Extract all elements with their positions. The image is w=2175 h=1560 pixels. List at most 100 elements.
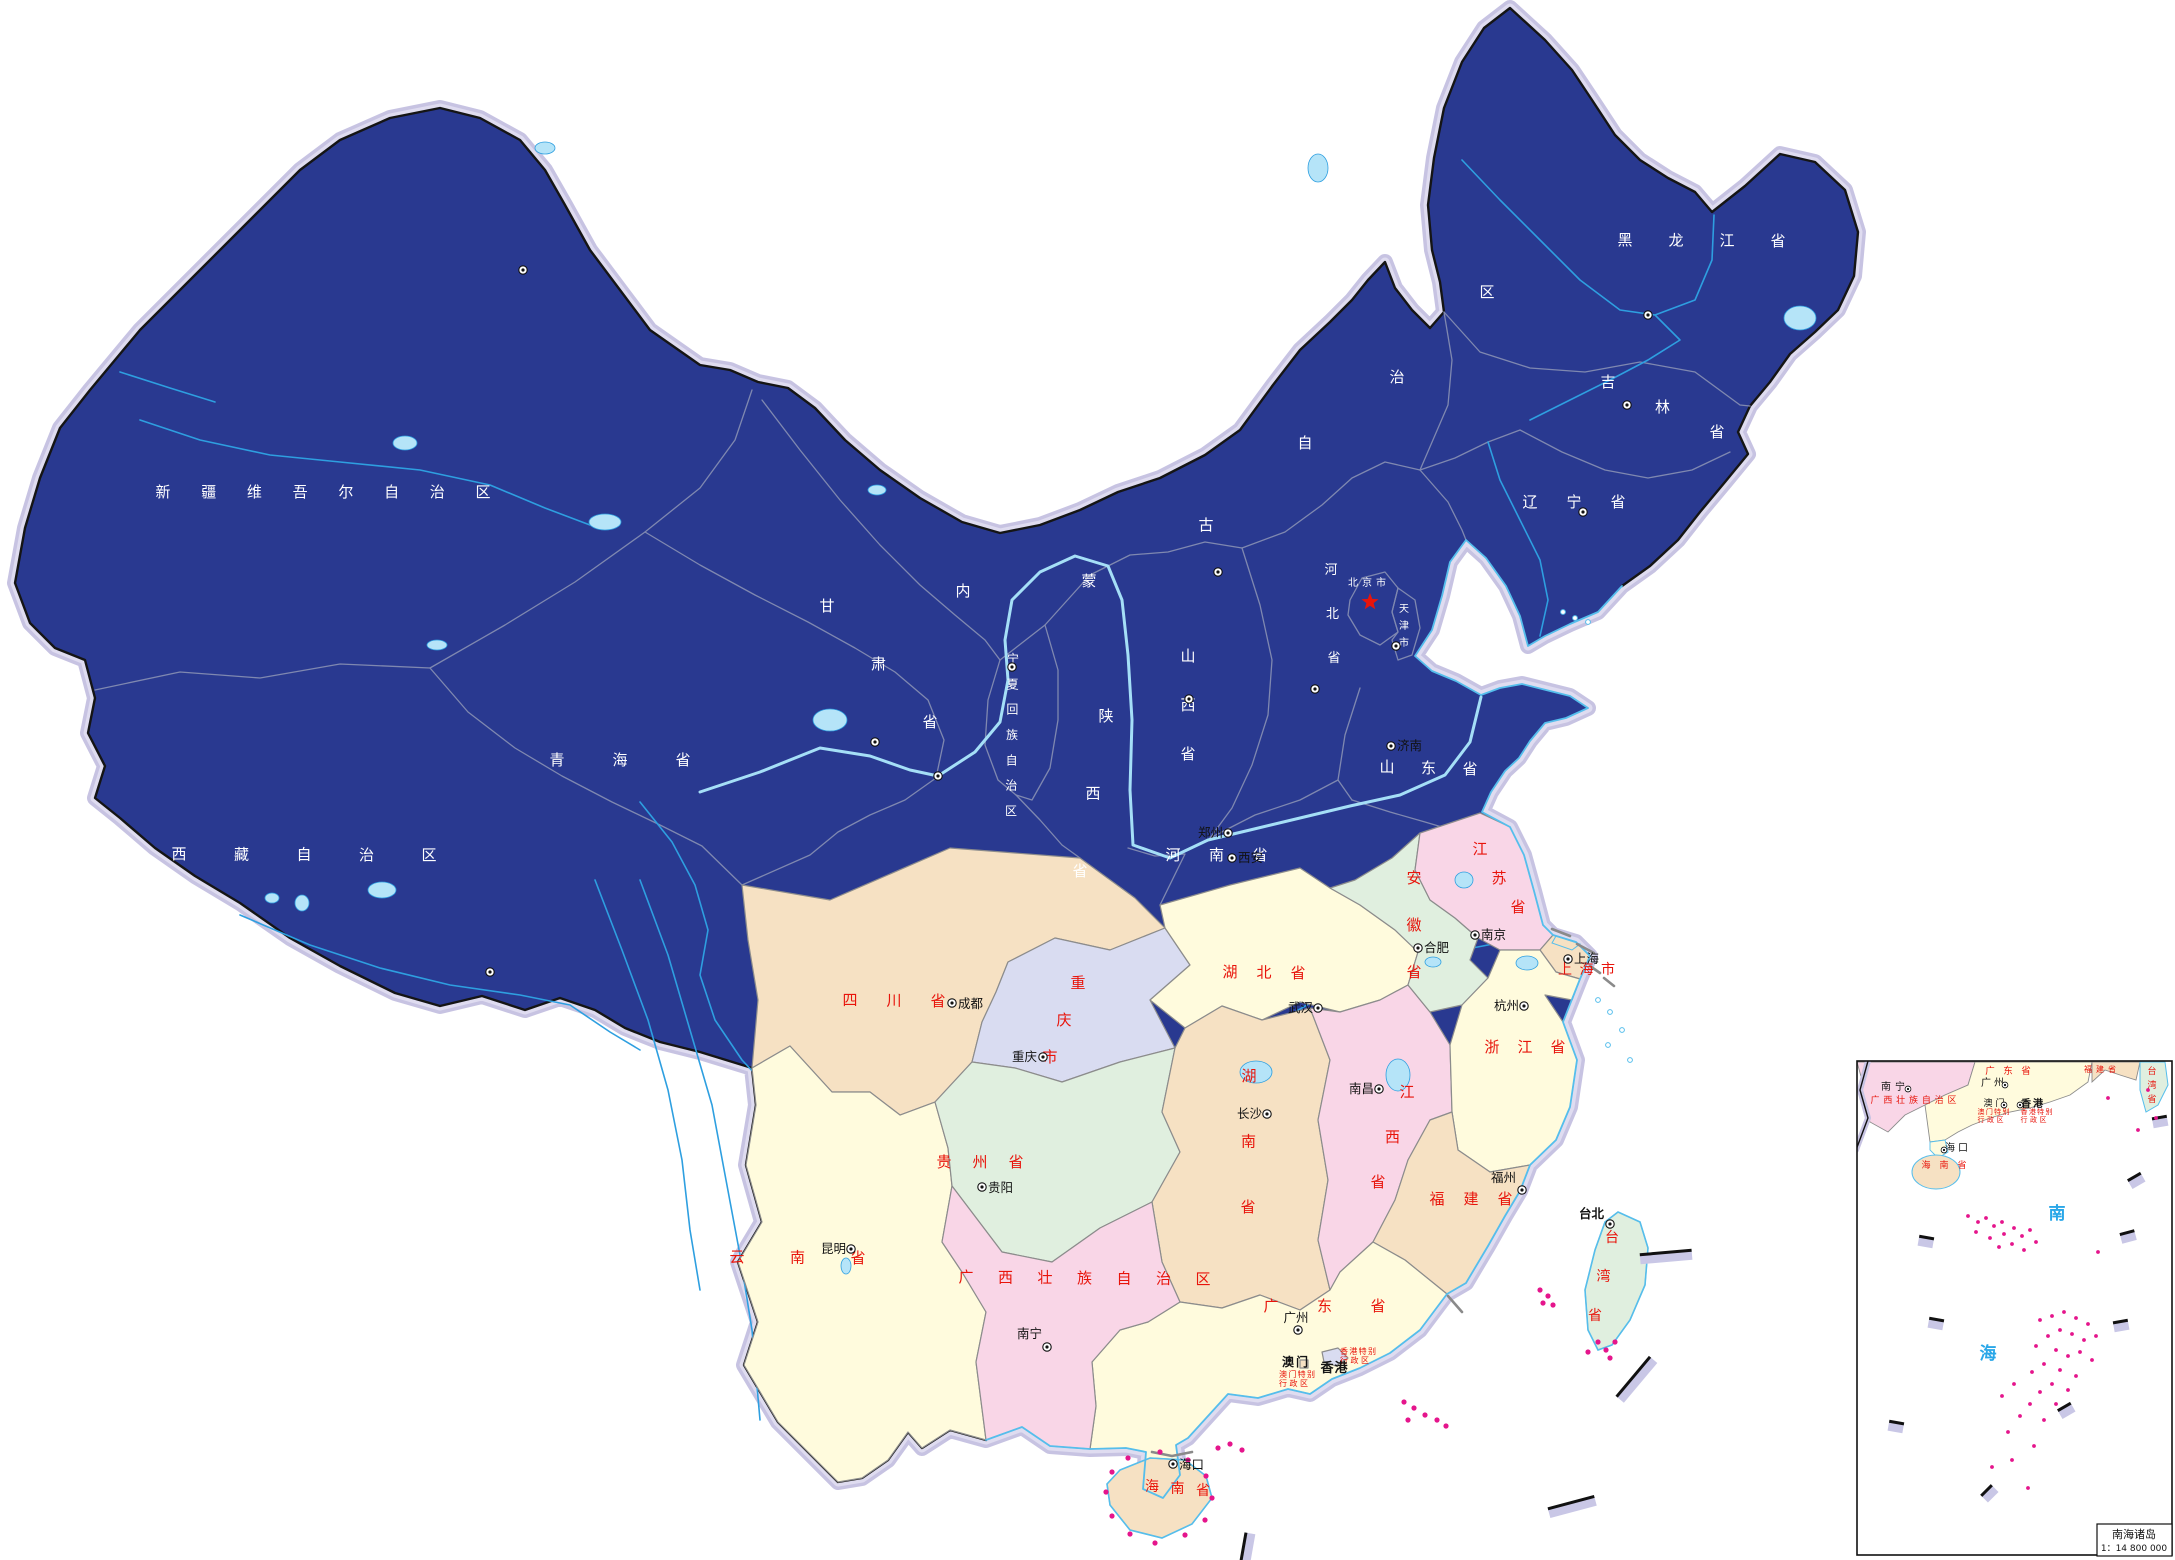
svg-text:古: 古 bbox=[1198, 516, 1213, 534]
city-marker-guangzhou[interactable] bbox=[1293, 1325, 1303, 1335]
label-i-hainan: 海南省 bbox=[1921, 1159, 1966, 1171]
svg-text:甘: 甘 bbox=[819, 597, 834, 615]
city-marker-changsha[interactable] bbox=[1262, 1109, 1272, 1119]
svg-text:西: 西 bbox=[1085, 785, 1100, 803]
svg-text:林: 林 bbox=[1655, 398, 1670, 416]
city-label-chengdu: 成都 bbox=[958, 996, 984, 1011]
lake bbox=[1239, 1060, 1273, 1084]
city-marker-shanghai[interactable] bbox=[1563, 954, 1573, 964]
city-dot[interactable] bbox=[1184, 694, 1194, 704]
inset-map-nanhai[interactable]: 南海南 宁广西壮族自治区广东省广 州澳门香港澳门特别行政区香港特别行政区海 口海南省福… bbox=[1856, 1060, 2173, 1557]
province-hongkong[interactable] bbox=[1321, 1347, 1349, 1367]
city-marker-wuhan[interactable] bbox=[1313, 1003, 1323, 1013]
province-macau[interactable] bbox=[1299, 1359, 1309, 1369]
island-dot bbox=[1127, 1531, 1133, 1537]
label-taiwan: 台湾省 bbox=[1588, 1230, 1619, 1324]
label-i-hk-sar-2: 行政区 bbox=[2021, 1115, 2047, 1124]
svg-text:治: 治 bbox=[1935, 1094, 1944, 1106]
city-dot[interactable] bbox=[1007, 662, 1017, 672]
city-label-changsha: 长沙 bbox=[1237, 1106, 1263, 1121]
inset-city-dot[interactable] bbox=[1940, 1146, 1948, 1154]
city-dot[interactable] bbox=[933, 771, 943, 781]
inset-island-dot bbox=[2034, 1240, 2038, 1244]
svg-text:台: 台 bbox=[1605, 1230, 1619, 1246]
label-neimenggu-3: 治区 bbox=[1389, 283, 1494, 386]
city-marker-taibei[interactable] bbox=[1605, 1219, 1615, 1229]
label-qinghai: 青海省 bbox=[549, 751, 690, 769]
province-guangxi[interactable] bbox=[941, 1185, 1181, 1450]
inset-city-dot[interactable] bbox=[2000, 1101, 2008, 1109]
city-dot[interactable] bbox=[1213, 567, 1223, 577]
city-marker-chengdu[interactable] bbox=[947, 998, 957, 1008]
svg-text:自: 自 bbox=[1297, 434, 1312, 452]
svg-text:海: 海 bbox=[1921, 1159, 1930, 1171]
inset-city-dot[interactable] bbox=[2016, 1101, 2024, 1109]
nine-dash-segment bbox=[1927, 1316, 1945, 1331]
city-marker-nanning[interactable] bbox=[1042, 1342, 1052, 1352]
city-dot[interactable] bbox=[1310, 684, 1320, 694]
city-marker-kunming[interactable] bbox=[846, 1244, 856, 1254]
city-dot[interactable] bbox=[1391, 641, 1401, 651]
capital-star-beijing[interactable] bbox=[1361, 593, 1379, 610]
label-i-guangzhou: 广州 bbox=[1981, 1077, 2004, 1089]
line bbox=[1443, 311, 1751, 407]
svg-text:南: 南 bbox=[1939, 1159, 1948, 1171]
svg-text:回: 回 bbox=[1006, 703, 1018, 717]
island-dot bbox=[1422, 1412, 1428, 1418]
city-marker-xian[interactable] bbox=[1227, 853, 1237, 863]
label-shanxi: 山西省 bbox=[1180, 647, 1195, 763]
province-hunan[interactable] bbox=[1151, 1005, 1331, 1311]
line bbox=[1519, 429, 1731, 479]
city-marker-guiyang[interactable] bbox=[977, 1182, 987, 1192]
line bbox=[429, 667, 743, 886]
inset-island-dot bbox=[2042, 1418, 2046, 1422]
city-marker-nanjing[interactable] bbox=[1470, 930, 1480, 940]
line bbox=[1419, 429, 1521, 471]
island-dot bbox=[1103, 1489, 1109, 1495]
city-marker-hefei[interactable] bbox=[1413, 943, 1423, 953]
city-marker-zhengzhou[interactable] bbox=[1223, 828, 1233, 838]
lake bbox=[392, 435, 418, 451]
city-dot[interactable] bbox=[518, 265, 528, 275]
small-island bbox=[1627, 1057, 1633, 1063]
inset-city-dot[interactable] bbox=[2001, 1081, 2009, 1089]
svg-text:安: 安 bbox=[1406, 869, 1421, 887]
province-yunnan[interactable] bbox=[737, 1045, 987, 1483]
line bbox=[1044, 541, 1243, 626]
city-dot[interactable] bbox=[1643, 310, 1653, 320]
svg-text:吾: 吾 bbox=[293, 483, 308, 501]
svg-text:广: 广 bbox=[1985, 1065, 1995, 1077]
city-dot[interactable] bbox=[1578, 507, 1588, 517]
inset-scale: 1：14 800 000 bbox=[2101, 1544, 2168, 1554]
island-dot bbox=[1209, 1495, 1215, 1501]
city-marker-hangzhou[interactable] bbox=[1519, 1001, 1529, 1011]
city-dot[interactable] bbox=[870, 737, 880, 747]
inset-sea-label: 海 bbox=[1980, 1343, 1997, 1364]
inset-city-dot[interactable] bbox=[1904, 1085, 1912, 1093]
svg-text:港: 港 bbox=[2029, 1107, 2036, 1116]
inset-island-dot bbox=[2146, 1088, 2150, 1092]
nine-dash-segment bbox=[2127, 1171, 2146, 1189]
city-label-nanchang: 南昌 bbox=[1349, 1081, 1374, 1096]
svg-text:政: 政 bbox=[1987, 1115, 1994, 1124]
city-marker-fuzhou[interactable] bbox=[1517, 1185, 1527, 1195]
island-dot bbox=[1239, 1447, 1245, 1453]
svg-text:夏: 夏 bbox=[1007, 677, 1019, 691]
city-marker-nanchang[interactable] bbox=[1374, 1084, 1384, 1094]
island-dot bbox=[1152, 1540, 1158, 1546]
inset-island-dot bbox=[2012, 1382, 2016, 1386]
city-dot[interactable] bbox=[485, 967, 495, 977]
nine-dash-segment bbox=[2057, 1401, 2076, 1419]
city-marker-chongqing[interactable] bbox=[1038, 1052, 1048, 1062]
label-liaoning: 辽宁省 bbox=[1522, 493, 1625, 511]
city-dot[interactable] bbox=[1622, 400, 1632, 410]
label-i-mo-sar-1: 澳门特别 bbox=[1978, 1107, 2010, 1116]
svg-text:港: 港 bbox=[1349, 1346, 1357, 1356]
inset-island-dot bbox=[2136, 1128, 2140, 1132]
svg-text:南: 南 bbox=[790, 1249, 805, 1267]
svg-text:自: 自 bbox=[384, 483, 399, 501]
city-marker-haikou[interactable] bbox=[1168, 1459, 1178, 1469]
city-marker-jinan[interactable] bbox=[1386, 741, 1396, 751]
